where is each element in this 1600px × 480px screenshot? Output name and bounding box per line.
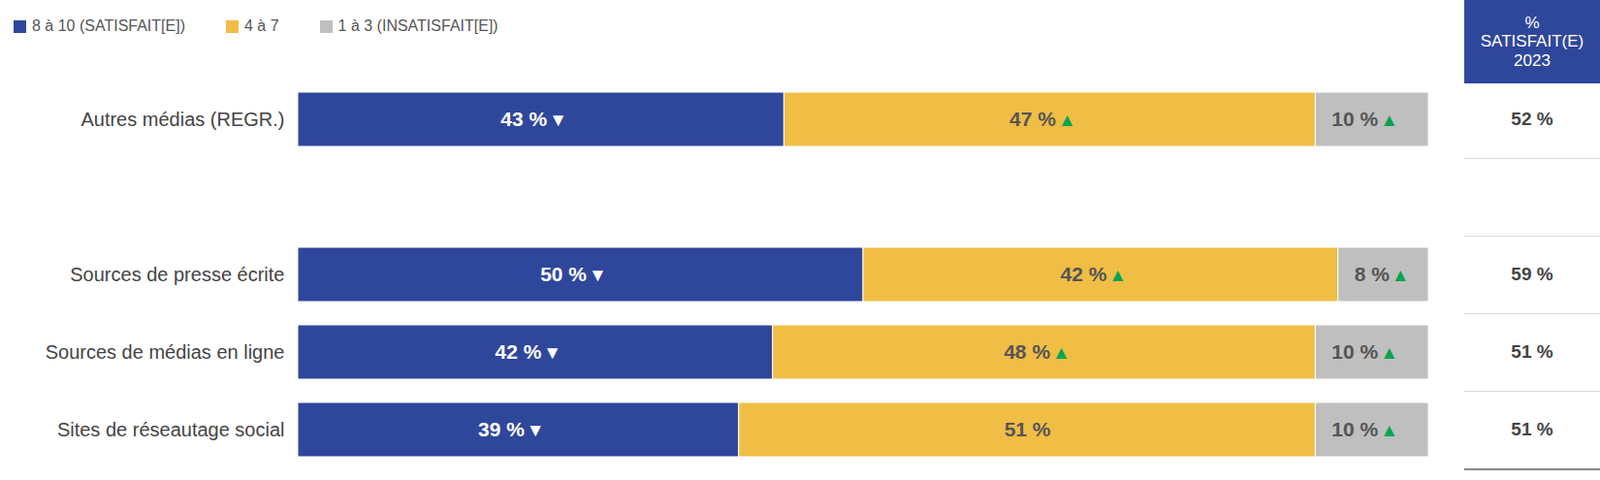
html-text:% SATISFAIT(E) 2023: % SATISFAIT(E) 2023 xyxy=(1480,13,1584,70)
svg-text:50 %: 50 % xyxy=(540,262,587,286)
svg-text:10 %: 10 % xyxy=(1331,340,1378,363)
svg-text:Sites de réseautage social: Sites de réseautage social xyxy=(57,418,286,441)
svg-text:43 %: 43 % xyxy=(500,107,547,130)
svg-text:▼: ▼ xyxy=(548,109,568,130)
svg-text:48 %: 48 % xyxy=(1003,340,1051,363)
svg-text:8 %: 8 % xyxy=(1354,262,1391,286)
svg-text:10 %: 10 % xyxy=(1331,107,1378,130)
svg-text:▲: ▲ xyxy=(1379,419,1399,441)
html-text:4 à 7: 4 à 7 xyxy=(244,17,279,34)
html-text:51 %: 51 % xyxy=(1511,341,1554,362)
svg-text:Sources de presse écrite: Sources de presse écrite xyxy=(69,263,285,286)
html-text:52 %: 52 % xyxy=(1511,108,1554,129)
svg-text:51 %: 51 % xyxy=(1004,417,1052,441)
svg-text:39 %: 39 % xyxy=(478,417,525,441)
svg-text:▲: ▲ xyxy=(1391,264,1410,286)
svg-text:Autres médias (REGR.): Autres médias (REGR.) xyxy=(80,108,285,130)
svg-text:42 %: 42 % xyxy=(494,340,542,363)
svg-text:10 %: 10 % xyxy=(1331,417,1378,441)
svg-text:42 %: 42 % xyxy=(1059,262,1107,286)
svg-text:▼: ▼ xyxy=(588,264,608,286)
html-text:1 à 3 (INSATISFAIT[E]): 1 à 3 (INSATISFAIT[E]) xyxy=(338,17,499,34)
svg-text:▲: ▲ xyxy=(1379,342,1399,363)
svg-text:▼: ▼ xyxy=(543,342,562,363)
html-text:51 %: 51 % xyxy=(1511,418,1554,440)
svg-text:▲: ▲ xyxy=(1057,109,1077,130)
svg-text:▲: ▲ xyxy=(1108,264,1127,286)
svg-text:Sources de médias en ligne: Sources de médias en ligne xyxy=(45,341,286,363)
html-text:59 %: 59 % xyxy=(1511,263,1554,285)
svg-text:▲: ▲ xyxy=(1052,342,1071,363)
svg-text:▲: ▲ xyxy=(1379,109,1399,130)
svg-text:47 %: 47 % xyxy=(1009,107,1056,130)
html-text:8 à 10 (SATISFAIT[E]): 8 à 10 (SATISFAIT[E]) xyxy=(32,17,186,34)
svg-text:▼: ▼ xyxy=(526,419,545,441)
